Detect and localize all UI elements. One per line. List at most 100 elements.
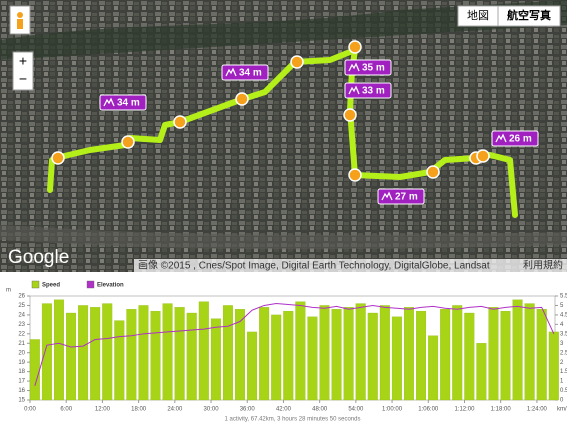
speed-bar xyxy=(29,339,40,401)
y-tick-label: 23 xyxy=(18,322,25,328)
y-tick-label: 22 xyxy=(18,331,25,337)
speed-bar xyxy=(524,303,535,401)
y-tick-label: 21 xyxy=(18,341,25,347)
speed-bar xyxy=(367,312,378,401)
elevation-icon xyxy=(348,62,360,72)
elevation-labels: 34 m 34 m 35 m 33 m 27 m 26 m xyxy=(99,59,539,205)
legend-label: Speed xyxy=(42,283,60,289)
speed-bar xyxy=(428,335,439,401)
speed-bar xyxy=(41,303,52,401)
elevation-icon xyxy=(348,85,360,95)
y2-tick-label: 3 xyxy=(560,341,564,347)
speed-bar xyxy=(150,310,161,401)
y-tick-label: 26 xyxy=(18,294,25,300)
speed-bar xyxy=(416,310,427,401)
elevation-label: 35 m xyxy=(362,63,385,74)
speed-bar xyxy=(259,307,270,401)
y-tick-label: 18 xyxy=(18,369,25,375)
x-tick-label: 36:00 xyxy=(240,407,256,413)
y2-tick-label: 1 xyxy=(560,379,564,385)
zoom-in[interactable]: + xyxy=(19,53,27,69)
y-tick-label: 19 xyxy=(18,360,25,366)
footer: 1 activity, 67.42km, 3 hours 28 minutes … xyxy=(225,417,361,423)
y2-tick-label: 2 xyxy=(560,360,564,366)
speed-bar xyxy=(114,320,125,401)
google-logo: Google xyxy=(8,247,69,268)
speed-bar xyxy=(307,316,318,401)
y-tick-label: 17 xyxy=(18,379,25,385)
x-unit: km/h xyxy=(557,407,567,413)
speed-bar xyxy=(536,309,547,401)
speed-bar xyxy=(66,312,77,401)
x-tick-label: 1:12:00 xyxy=(454,407,475,413)
x-tick-label: 42:00 xyxy=(276,407,292,413)
attribution-bg xyxy=(134,259,567,272)
x-tick-label: 1:06:00 xyxy=(418,407,439,413)
speed-bar xyxy=(403,307,414,401)
map: 地図 航空写真 + − Google 画像 ©2015 , Cnes/Spot … xyxy=(0,0,567,272)
elevation-label: 34 m xyxy=(239,68,262,79)
speed-bar xyxy=(186,312,197,401)
speed-bar xyxy=(343,307,354,401)
speed-bar xyxy=(53,299,64,401)
y-tick-label: 16 xyxy=(18,388,25,394)
chart: 15 16 17 18 19 20 21 22 23 24 25 26 0 0.5 1 1.5 2 2.5 3 3.5… xyxy=(6,280,567,423)
x-tick-label: 54:00 xyxy=(348,407,364,413)
y2-tick-label: 3.5 xyxy=(560,331,567,337)
elevation-label: 33 m xyxy=(362,86,385,97)
y2-tick-label: 2.5 xyxy=(560,350,567,356)
speed-bar xyxy=(512,299,523,401)
x-tick-label: 30:00 xyxy=(204,407,220,413)
speed-bar xyxy=(283,310,294,401)
speed-bar xyxy=(488,307,499,401)
satellite-label: 航空写真 xyxy=(507,8,551,22)
x-tick-label: 12:00 xyxy=(95,407,111,413)
y2-tick-label: 4 xyxy=(560,322,564,328)
y-tick-label: 24 xyxy=(18,312,25,318)
speed-bar xyxy=(440,309,451,401)
x-tick-label: 1:18:00 xyxy=(491,407,512,413)
legend-label: Elevation xyxy=(97,283,124,289)
pegman-body xyxy=(17,19,23,29)
x-tick-label: 48:00 xyxy=(312,407,328,413)
terms-link[interactable]: 利用規約 xyxy=(523,259,563,272)
speed-bar xyxy=(78,305,89,401)
river xyxy=(0,0,567,60)
speed-bar xyxy=(174,307,185,401)
zoom-out[interactable]: − xyxy=(19,71,27,87)
speed-bar xyxy=(379,305,390,401)
elevation-line xyxy=(34,303,555,386)
speed-bar xyxy=(102,303,113,401)
satellite-button[interactable] xyxy=(497,5,561,27)
elevation-icon xyxy=(381,191,393,201)
elevation-label: 34 m xyxy=(117,98,140,109)
speed-bar xyxy=(210,318,221,401)
legend-swatch xyxy=(86,280,95,289)
speed-bar xyxy=(138,305,149,401)
speed-bar xyxy=(198,301,209,401)
map-type-label: 地図 xyxy=(467,9,489,22)
road xyxy=(0,225,567,250)
x-tick-label: 1:24:00 xyxy=(527,407,548,413)
legend-swatch xyxy=(31,280,40,289)
speed-bar xyxy=(331,309,342,401)
x-tick-label: 6:00 xyxy=(60,407,72,413)
attribution: 画像 ©2015 , Cnes/Spot Image, Digital Eart… xyxy=(138,260,490,272)
zoom-control xyxy=(12,51,34,91)
y2-tick-label: 4.5 xyxy=(560,312,567,318)
y-tick-label: 25 xyxy=(18,303,25,309)
route xyxy=(47,47,518,218)
route-markers xyxy=(51,40,490,182)
x-tick-label: 18:00 xyxy=(131,407,147,413)
y-tick-label: 15 xyxy=(18,398,25,404)
speed-bar xyxy=(235,309,245,401)
speed-bar xyxy=(476,343,487,401)
pegman-head xyxy=(17,12,23,18)
speed-bar xyxy=(162,303,173,401)
speed-bar xyxy=(319,305,330,401)
y2-tick-label: 5 xyxy=(560,303,564,309)
x-tick-label: 24:00 xyxy=(167,407,183,413)
y-unit: m xyxy=(6,288,11,294)
speed-bar xyxy=(222,305,233,401)
